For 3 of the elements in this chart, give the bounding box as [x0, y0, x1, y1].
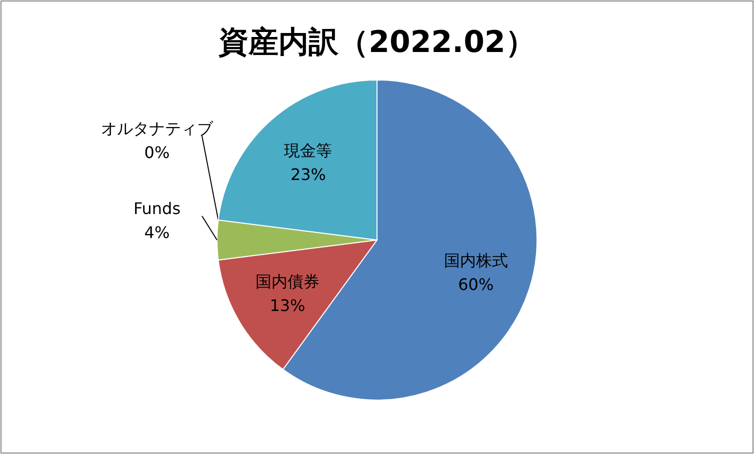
data-label: 4%: [144, 223, 170, 242]
chart-title: 資産内訳（2022.02）: [218, 25, 536, 60]
slice-label: Funds: [133, 199, 181, 218]
